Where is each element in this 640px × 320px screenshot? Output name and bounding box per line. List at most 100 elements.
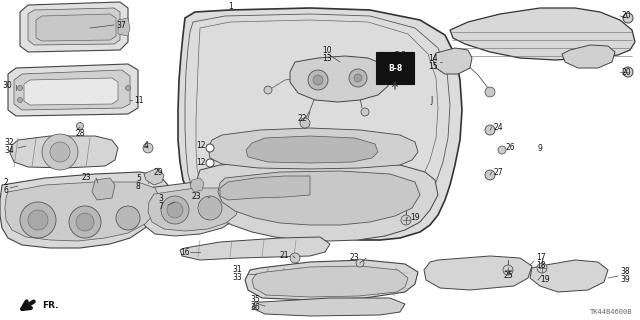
Text: 38: 38 [620,268,630,276]
Circle shape [167,202,183,218]
Text: 12: 12 [196,140,205,149]
Text: 39: 39 [620,276,630,284]
Polygon shape [14,70,130,110]
Text: 20: 20 [622,68,632,76]
Text: 17: 17 [536,253,546,262]
Text: 19: 19 [540,276,550,284]
Circle shape [206,159,214,167]
Circle shape [485,87,495,97]
Text: 23: 23 [350,252,360,261]
Circle shape [125,85,131,91]
Text: 29: 29 [154,167,164,177]
Polygon shape [433,48,472,74]
Text: 27: 27 [494,167,504,177]
Polygon shape [8,64,138,116]
Circle shape [42,134,78,170]
Polygon shape [530,260,608,292]
Text: 16: 16 [180,247,189,257]
Polygon shape [218,171,420,225]
Circle shape [498,146,506,154]
Circle shape [264,86,272,94]
Polygon shape [142,180,250,236]
Polygon shape [208,128,418,169]
Text: 20: 20 [622,11,632,20]
Polygon shape [178,8,462,240]
Circle shape [290,253,300,263]
Text: B-8: B-8 [388,63,402,73]
Polygon shape [196,161,438,241]
Circle shape [50,142,70,162]
Polygon shape [252,298,405,316]
Circle shape [485,170,495,180]
Text: 4: 4 [144,140,149,149]
Circle shape [623,67,633,77]
Text: TK44B4600B: TK44B4600B [589,309,632,315]
Circle shape [198,196,222,220]
Text: 19: 19 [410,212,420,221]
Text: 21: 21 [280,252,289,260]
Polygon shape [562,45,615,68]
Text: 34: 34 [4,146,13,155]
Polygon shape [450,8,635,60]
Text: 12: 12 [196,157,205,166]
Text: 6: 6 [4,186,9,195]
Circle shape [143,143,153,153]
Text: 33: 33 [232,274,242,283]
Circle shape [537,263,547,273]
Circle shape [313,75,323,85]
Circle shape [76,213,94,231]
Text: 23: 23 [192,191,202,201]
Polygon shape [36,14,116,41]
Circle shape [349,69,367,87]
Text: 1: 1 [228,2,233,11]
Polygon shape [5,182,160,241]
Polygon shape [0,172,168,248]
Text: 26: 26 [506,142,516,151]
Text: 14: 14 [428,53,438,62]
Polygon shape [290,56,390,102]
Text: 3: 3 [158,194,163,203]
Polygon shape [24,78,118,105]
Text: FR.: FR. [42,300,58,309]
Polygon shape [92,178,115,200]
Text: 31: 31 [232,266,242,275]
Circle shape [300,118,310,128]
Text: 18: 18 [536,260,545,269]
Polygon shape [245,260,418,300]
Circle shape [623,13,633,23]
Circle shape [308,70,328,90]
Text: 23: 23 [82,172,92,181]
Polygon shape [252,266,408,297]
Text: B-8: B-8 [394,51,406,57]
Text: 13: 13 [322,53,332,62]
Polygon shape [20,2,128,52]
Circle shape [503,265,513,275]
Text: 10: 10 [322,45,332,54]
Text: 24: 24 [494,123,504,132]
Text: J: J [430,95,432,105]
Text: 32: 32 [4,138,13,147]
Polygon shape [148,188,240,231]
Text: 5: 5 [136,173,141,182]
Text: 36: 36 [250,303,260,313]
Polygon shape [180,237,330,260]
Circle shape [354,74,362,82]
Text: 11: 11 [134,95,143,105]
Text: 15: 15 [428,61,438,70]
Text: 8: 8 [136,181,141,190]
Text: 25: 25 [504,270,514,279]
Circle shape [17,98,22,102]
Circle shape [161,196,189,224]
Polygon shape [10,136,118,168]
Circle shape [401,215,411,225]
Circle shape [361,108,369,116]
Circle shape [356,259,364,267]
Text: 28: 28 [76,129,86,138]
Circle shape [17,85,22,91]
Polygon shape [246,136,378,163]
Circle shape [116,206,140,230]
Circle shape [485,125,495,135]
Polygon shape [144,168,164,185]
Polygon shape [190,178,204,192]
Text: 35: 35 [250,295,260,305]
